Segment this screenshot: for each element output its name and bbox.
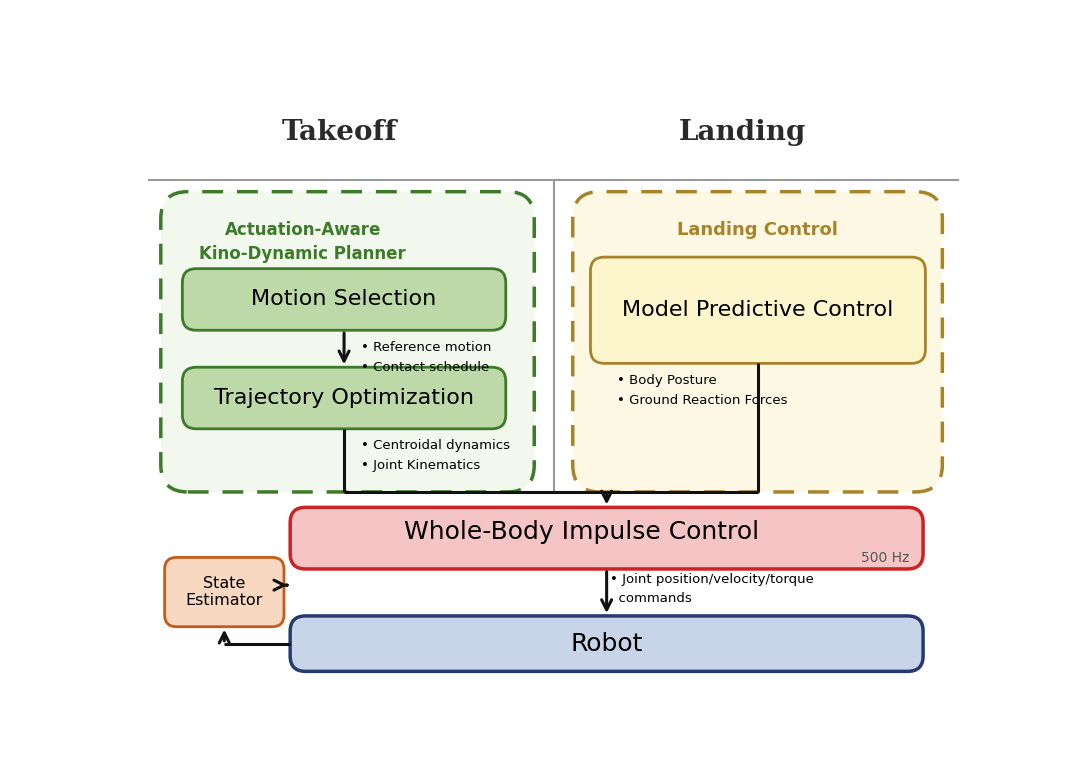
Text: Landing: Landing xyxy=(678,119,806,146)
Text: Robot: Robot xyxy=(570,632,643,655)
FancyBboxPatch shape xyxy=(572,192,943,492)
Text: State
Estimator: State Estimator xyxy=(186,576,264,608)
Text: Motion Selection: Motion Selection xyxy=(252,289,436,310)
Text: • Contact schedule: • Contact schedule xyxy=(361,361,489,374)
FancyBboxPatch shape xyxy=(183,269,505,330)
Text: • Ground Reaction Forces: • Ground Reaction Forces xyxy=(618,394,787,407)
FancyBboxPatch shape xyxy=(164,558,284,626)
FancyBboxPatch shape xyxy=(291,616,923,671)
Text: • Centroidal dynamics: • Centroidal dynamics xyxy=(361,439,510,452)
Text: • Joint position/velocity/torque: • Joint position/velocity/torque xyxy=(610,573,814,586)
Text: Model Predictive Control: Model Predictive Control xyxy=(622,300,893,320)
Text: Takeoff: Takeoff xyxy=(282,119,397,146)
Text: Actuation-Aware
Kino-Dynamic Planner: Actuation-Aware Kino-Dynamic Planner xyxy=(200,221,406,262)
Text: commands: commands xyxy=(610,592,692,605)
FancyBboxPatch shape xyxy=(591,257,926,363)
FancyBboxPatch shape xyxy=(161,192,535,492)
Text: 500 Hz: 500 Hz xyxy=(861,551,909,565)
Text: • Reference motion: • Reference motion xyxy=(361,341,491,354)
Text: Whole-Body Impulse Control: Whole-Body Impulse Control xyxy=(404,520,759,544)
FancyBboxPatch shape xyxy=(183,367,505,429)
FancyBboxPatch shape xyxy=(291,507,923,569)
Text: Landing Control: Landing Control xyxy=(677,221,838,239)
Text: • Body Posture: • Body Posture xyxy=(618,374,717,387)
Text: • Joint Kinematics: • Joint Kinematics xyxy=(361,459,481,472)
Text: Trajectory Optimization: Trajectory Optimization xyxy=(214,388,474,408)
